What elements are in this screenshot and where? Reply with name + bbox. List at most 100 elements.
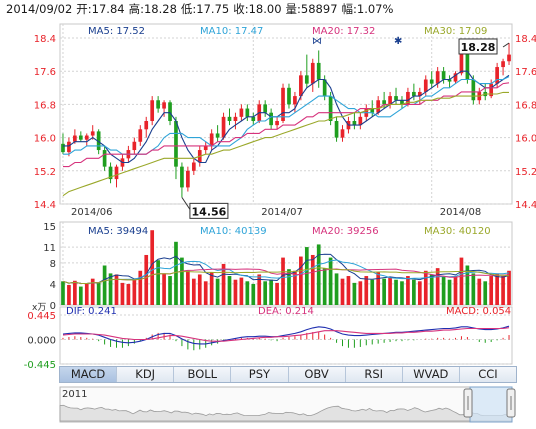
candle-body	[90, 131, 95, 136]
volume-bar	[287, 269, 291, 305]
price-panel[interactable]: 18.4 17.6 16.8 16.0 15.2 14.4 18.4 17.6 16.8 16.0…	[34, 23, 536, 219]
price-legend-item: MA5: 17.52	[88, 26, 145, 37]
volume-y-tick: 15	[43, 222, 56, 233]
candle-body	[287, 87, 291, 105]
candle-body	[352, 121, 357, 126]
volume-bar	[441, 276, 446, 305]
candle-body	[251, 116, 256, 121]
volume-bar	[459, 257, 464, 305]
volume-y-tick: 0	[50, 301, 56, 312]
volume-panel[interactable]: 15 11 8 4 0 x万 MA5: 39494 MA10: 40139 MA20: 3925…	[32, 221, 513, 313]
volume-bar	[61, 281, 65, 305]
candle-body	[263, 104, 268, 113]
volume-bar	[453, 276, 458, 305]
tab-cci[interactable]: CCI	[478, 367, 498, 381]
candle-body	[96, 131, 101, 151]
tab-macd[interactable]: MACD	[60, 367, 118, 382]
candle-body	[471, 79, 476, 101]
candle-body	[180, 166, 184, 188]
quote-date: 2014/09/02	[6, 2, 73, 16]
volume-bar	[180, 257, 184, 305]
volume-bar	[322, 268, 327, 305]
candle-body	[67, 141, 71, 153]
tab-wvad[interactable]: WVAD	[403, 367, 460, 382]
volume-bar	[489, 276, 494, 305]
volume-bar	[316, 244, 321, 305]
volume-bar	[156, 260, 160, 305]
candle-body	[501, 61, 505, 68]
price-legend-item: MA30: 17.09	[424, 26, 487, 37]
tab-rsi[interactable]: RSI	[346, 367, 403, 382]
star-marker-icon: ✱	[394, 36, 402, 47]
macd-panel[interactable]: 0.445 0.000 -0.445 DIF: 0.241 DEA: 0.214 MACD…	[24, 306, 513, 371]
candle-body	[239, 108, 244, 117]
macd-legend-item: MACD: 0.054	[446, 306, 511, 317]
candle-body	[453, 73, 458, 82]
volume-bar	[90, 278, 95, 305]
volume-bar	[78, 286, 83, 305]
candle-body	[191, 162, 196, 171]
price-y-tick-left: 16.8	[34, 100, 56, 111]
tab-psy[interactable]: PSY	[231, 367, 289, 382]
volume-legend-item: MA20: 39256	[312, 226, 379, 237]
candle-body	[328, 96, 333, 121]
macd-y-tick: 0.445	[27, 311, 56, 322]
close-price: 收:18.00	[233, 2, 282, 16]
volume-bar	[263, 281, 268, 305]
candle-body	[388, 96, 392, 105]
volume-bar	[227, 276, 232, 305]
candle-body	[310, 62, 315, 84]
macd-legend-item: DIF: 0.241	[66, 306, 117, 317]
tab-boll[interactable]: BOLL	[174, 367, 232, 382]
x-tick-label: 2014/06	[71, 207, 113, 218]
candle-body	[162, 102, 166, 109]
candle-body	[144, 121, 149, 130]
volume-bar	[299, 256, 303, 305]
price-y-tick-right: 18.4	[515, 34, 536, 45]
candle-body	[400, 100, 404, 105]
candle-body	[78, 135, 83, 140]
candle-body	[233, 116, 238, 121]
tab-kdj[interactable]: KDJ	[117, 367, 175, 382]
volume-bar	[394, 279, 398, 305]
volume-bar	[483, 281, 488, 305]
volume-bar	[376, 272, 381, 305]
candle-body	[209, 133, 214, 146]
candle-body	[465, 50, 470, 80]
volume-bar	[84, 283, 89, 305]
volume-bar	[346, 276, 351, 305]
tab-obv[interactable]: OBV	[289, 367, 346, 382]
candle-body	[269, 112, 273, 126]
candle-body	[382, 100, 386, 105]
volume-ma30-line	[62, 267, 510, 285]
price-plot-area	[59, 23, 513, 205]
navigator-selection	[469, 386, 513, 423]
volume-bar	[73, 280, 77, 305]
volume-bar	[132, 279, 137, 305]
volume-bar	[251, 283, 256, 305]
volume-bar	[417, 281, 422, 305]
navigator-panel[interactable]: 2011	[59, 386, 516, 423]
min-label-box	[189, 202, 229, 219]
volume-bar	[269, 279, 273, 305]
volume-bar	[209, 272, 214, 305]
volume-bar	[108, 273, 113, 305]
volume-bar	[471, 273, 476, 305]
candle-body	[227, 116, 232, 121]
volume-bar	[382, 278, 386, 305]
candle-body	[132, 141, 137, 151]
candle-body	[304, 75, 309, 84]
x-tick-label: 2014/08	[440, 207, 482, 218]
dif-line	[62, 325, 510, 345]
candle-body	[394, 96, 398, 101]
candle-body	[84, 135, 89, 140]
volume-bar	[281, 257, 285, 305]
volume-bar	[412, 279, 416, 305]
min-price-label: 14.56	[192, 205, 227, 218]
volume-value: 量:58897	[285, 2, 338, 16]
candle-body	[174, 121, 178, 167]
price-legend-item: MA10: 17.47	[200, 26, 263, 37]
candle-body	[316, 62, 321, 80]
volume-ma10-line	[62, 259, 510, 285]
